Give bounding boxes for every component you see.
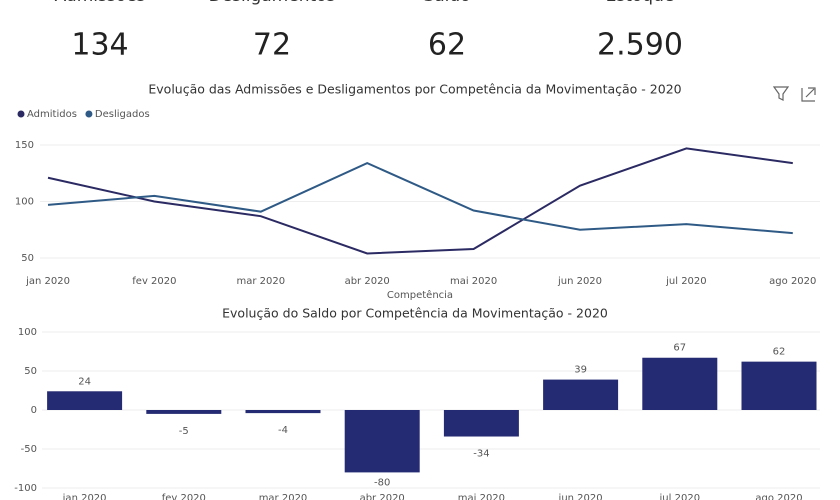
x-tick-label: mai 2020 [458,493,505,500]
x-tick-label: fev 2020 [132,276,176,287]
filter-icon[interactable] [772,86,790,101]
x-tick-label: jun 2020 [558,493,603,500]
y-tick-label: 100 [18,327,37,338]
kpi-label: Admissões [55,0,146,6]
x-tick-label: mar 2020 [259,493,308,500]
legend-marker [85,110,93,118]
y-tick-label: 50 [21,253,34,264]
x-tick-label: mai 2020 [450,276,497,287]
x-tick-label: jul 2020 [665,276,707,287]
x-tick-label: mar 2020 [236,276,285,287]
bar [543,379,619,410]
data-label: -5 [179,426,189,437]
legend-label: Desligados [95,109,150,120]
bar [642,357,718,410]
y-tick-label: 0 [31,405,37,416]
data-label: -4 [278,425,288,436]
series-line [47,147,793,255]
x-tick-label: abr 2020 [345,276,390,287]
legend-marker [17,110,25,118]
x-tick-label: jan 2020 [25,276,70,287]
y-tick-label: 50 [24,366,37,377]
series-line [47,161,793,235]
bar [245,410,321,414]
y-tick-label: -50 [21,444,37,455]
data-label: -80 [374,477,390,488]
data-label: 62 [773,347,786,358]
kpi-value: 62 [428,28,466,63]
data-label: 39 [574,365,587,376]
kpi-label: Saldo [423,0,470,6]
bar [344,410,420,473]
bar [741,361,817,410]
x-tick-label: jul 2020 [659,493,701,500]
data-label: 24 [78,376,91,387]
icons [772,86,816,102]
kpi-value: 72 [253,28,291,63]
bar [146,410,222,414]
x-tick-label: jan 2020 [62,493,107,500]
x-tick-label: fev 2020 [162,493,206,500]
kpi-value: 134 [71,28,128,63]
kpi-label: Desligamentos [209,0,336,6]
x-axis-title: Competência [387,289,453,301]
x-tick-label: ago 2020 [769,276,816,287]
x-tick-label: ago 2020 [755,493,802,500]
chart-title: Evolução das Admissões e Desligamentos p… [148,82,681,97]
kpi-value: 2.590 [597,28,683,63]
bar [443,410,519,437]
y-tick-label: 100 [15,197,34,208]
legend-label: Admitidos [27,109,77,120]
x-tick-label: abr 2020 [360,493,405,500]
bar [47,391,123,410]
data-label: 67 [673,343,686,354]
x-tick-label: jun 2020 [557,276,602,287]
y-tick-label: 150 [15,140,34,151]
kpi-label: Estoque [606,0,675,6]
expand-icon[interactable] [801,87,816,102]
y-tick-label: -100 [14,483,37,494]
chart-title: Evolução do Saldo por Competência da Mov… [222,306,608,321]
data-label: -34 [473,449,489,460]
